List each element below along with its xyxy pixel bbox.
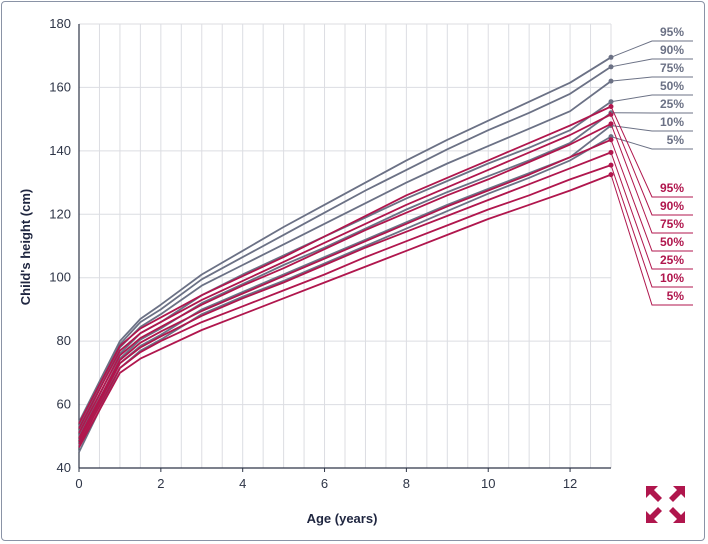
percentile-label: 25% [660, 253, 684, 267]
leader-line [610, 58, 693, 68]
leader-line [610, 139, 693, 252]
series-line [78, 113, 612, 429]
leader-line [610, 124, 693, 132]
leader-line [610, 94, 693, 103]
series-line [78, 173, 612, 448]
leader-line [610, 164, 693, 288]
y-tick-label: 60 [57, 397, 71, 412]
y-tick-label: 120 [49, 206, 71, 221]
leader-line [610, 76, 693, 82]
leader-line [610, 174, 693, 306]
series-line [78, 164, 612, 445]
percentile-label: 75% [660, 61, 684, 75]
percentile-label: 50% [660, 235, 684, 249]
percentile-label: 10% [660, 271, 684, 285]
y-axis-title: Child's height (cm) [18, 189, 33, 305]
leader-line [610, 123, 693, 234]
leader-line [610, 152, 693, 270]
y-tick-label: 80 [57, 333, 71, 348]
leader-line [610, 136, 693, 150]
x-tick-label: 8 [403, 476, 410, 491]
percentile-label: 75% [660, 217, 684, 231]
x-axis-title: Age (years) [307, 511, 378, 526]
x-tick-label: 6 [321, 476, 328, 491]
percentile-labels: 95% 90% 75% 50% 25% 10% 5% 95% 90% 75% 50% 25% 10% 5% [610, 25, 693, 306]
percentile-label: 90% [660, 43, 684, 57]
series-line [78, 124, 612, 447]
series-line [78, 80, 612, 432]
y-tick-label: 140 [49, 143, 71, 158]
x-tick-label: 2 [157, 476, 164, 491]
leader-line [610, 114, 693, 216]
axes: 40 60 80 100 120 140 160 180 0 2 4 6 8 10 12 [49, 16, 611, 491]
series-line [78, 66, 612, 428]
y-tick-label: 160 [49, 79, 71, 94]
series-line [78, 56, 612, 423]
series-line [78, 123, 612, 434]
series-line [78, 151, 612, 442]
grid [78, 23, 612, 469]
y-tick-label: 100 [49, 270, 71, 285]
y-tick-label: 180 [49, 16, 71, 31]
series-lines [78, 54, 614, 453]
percentile-label: 95% [660, 25, 684, 39]
expand-icon[interactable] [646, 486, 685, 523]
percentile-label: 95% [660, 181, 684, 195]
series-line [78, 105, 612, 425]
x-tick-label: 4 [239, 476, 246, 491]
percentile-label: 25% [660, 97, 684, 111]
percentile-label: 10% [660, 115, 684, 129]
y-tick-label: 40 [57, 460, 71, 475]
series-line [78, 112, 612, 442]
leader-line [610, 106, 693, 198]
percentile-label: 50% [660, 79, 684, 93]
x-tick-label: 12 [563, 476, 577, 491]
percentile-label: 90% [660, 199, 684, 213]
x-tick-label: 10 [481, 476, 495, 491]
series-line [78, 138, 612, 439]
leader-line [610, 40, 693, 58]
x-tick-label: 0 [75, 476, 82, 491]
percentile-label: 5% [667, 133, 685, 147]
series-line [78, 135, 612, 453]
percentile-label: 5% [667, 289, 685, 303]
